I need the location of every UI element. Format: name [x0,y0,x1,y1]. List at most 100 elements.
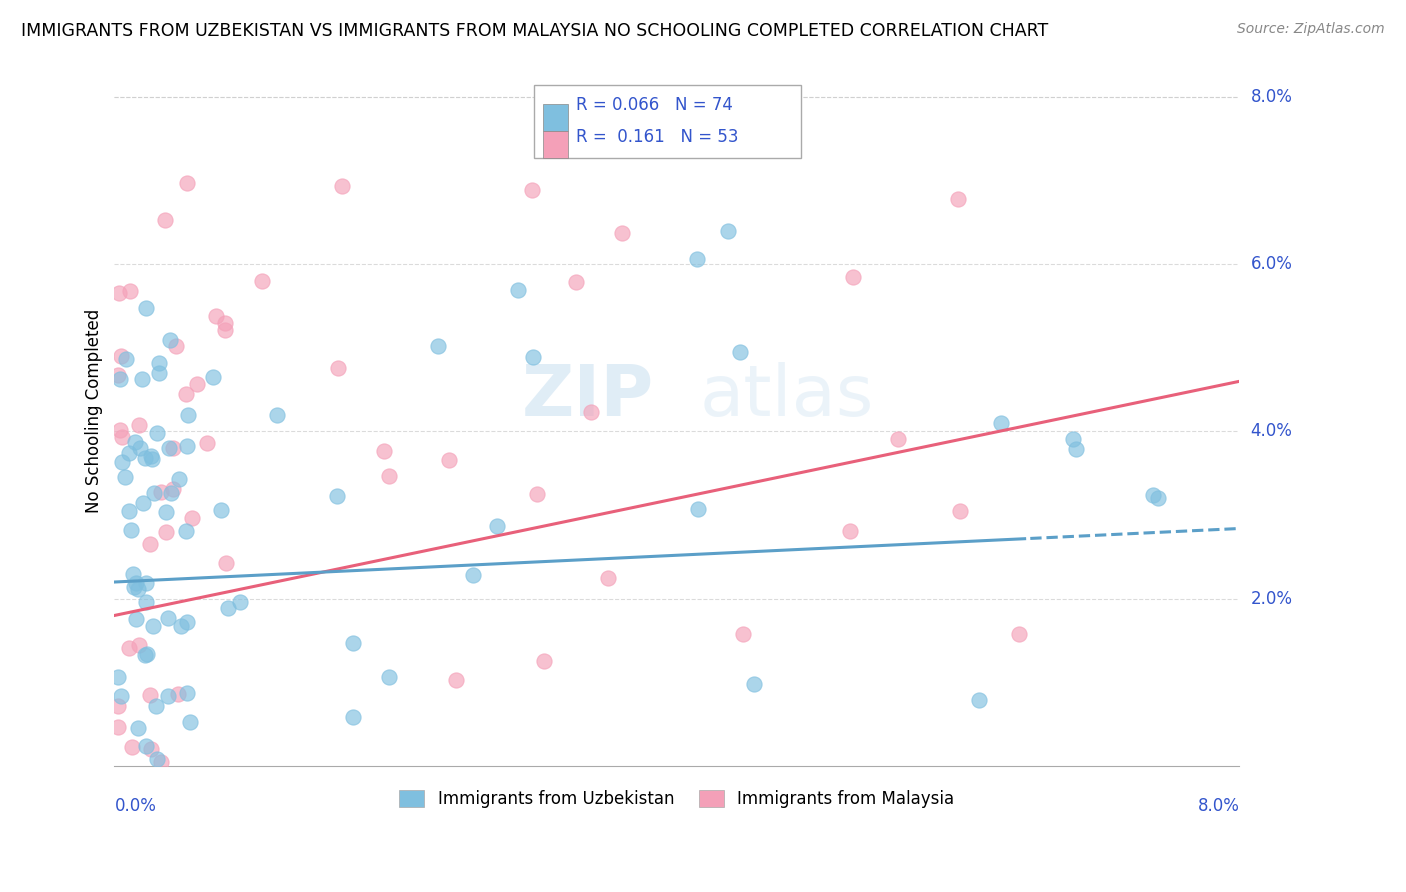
Point [526,487,548,501]
Point [342,710,364,724]
Point [167,688,190,702]
Point [533,654,555,668]
Point [688,502,710,516]
Point [118,284,141,298]
Point [149,755,172,769]
Point [176,176,198,190]
Text: R =  0.161   N = 53: R = 0.161 N = 53 [576,128,740,146]
Point [135,301,157,315]
Point [377,469,399,483]
Point [205,309,228,323]
Point [1064,442,1087,457]
Point [444,673,467,687]
Point [215,556,238,570]
Point [135,575,157,590]
Point [118,445,141,459]
Point [149,485,172,500]
Point [125,612,148,626]
Point [325,490,347,504]
Point [565,275,588,289]
Point [148,366,170,380]
Point [127,582,149,596]
Point [169,472,191,486]
Point [107,368,129,382]
Point [990,416,1012,430]
Point [731,627,754,641]
Point [107,670,129,684]
Point [135,594,157,608]
Point [1062,432,1084,446]
Point [148,356,170,370]
Point [1146,491,1168,505]
Point [156,689,179,703]
Point [132,496,155,510]
Point [520,183,543,197]
Text: Source: ZipAtlas.com: Source: ZipAtlas.com [1237,22,1385,37]
Point [730,345,752,359]
Point [135,647,157,661]
Point [159,334,181,348]
Text: 8.0%: 8.0% [1250,88,1292,106]
Text: 4.0%: 4.0% [1250,423,1292,441]
Point [165,339,187,353]
Point [110,690,132,704]
Point [176,686,198,700]
Point [579,404,602,418]
Point [108,372,131,386]
Point [128,418,150,433]
Point [114,470,136,484]
Point [250,275,273,289]
Point [176,615,198,629]
Point [174,386,197,401]
Point [342,636,364,650]
Point [146,751,169,765]
Point [159,441,181,455]
Point [141,449,163,463]
Point [155,525,177,540]
Point [145,698,167,713]
Point [134,648,156,663]
Point [174,524,197,539]
Point [948,192,970,206]
Point [155,504,177,518]
Point [142,619,165,633]
Point [122,580,145,594]
Point [139,688,162,702]
Point [326,361,349,376]
Point [135,739,157,753]
Point [598,571,620,585]
Point [229,595,252,609]
Point [142,486,165,500]
Point [217,601,239,615]
Point [134,451,156,466]
Point [332,179,354,194]
Point [111,455,134,469]
Text: R = 0.066   N = 74: R = 0.066 N = 74 [576,96,734,114]
Point [195,436,218,450]
Point [378,670,401,684]
Point [107,698,129,713]
Point [121,740,143,755]
Point [508,283,530,297]
Point [427,339,450,353]
Point [176,439,198,453]
Point [153,213,176,227]
Point [138,537,160,551]
Point [838,524,860,538]
Point [162,442,184,456]
Point [214,316,236,330]
Point [128,638,150,652]
Point [742,677,765,691]
Text: IMMIGRANTS FROM UZBEKISTAN VS IMMIGRANTS FROM MALAYSIA NO SCHOOLING COMPLETED CO: IMMIGRANTS FROM UZBEKISTAN VS IMMIGRANTS… [21,22,1049,40]
Y-axis label: No Schooling Completed: No Schooling Completed [86,309,103,513]
Point [160,485,183,500]
Point [125,575,148,590]
Point [179,714,201,729]
Point [186,376,208,391]
Point [118,504,141,518]
Point [110,423,132,437]
Point [949,504,972,518]
Point [107,720,129,734]
Point [1008,626,1031,640]
Point [201,369,224,384]
